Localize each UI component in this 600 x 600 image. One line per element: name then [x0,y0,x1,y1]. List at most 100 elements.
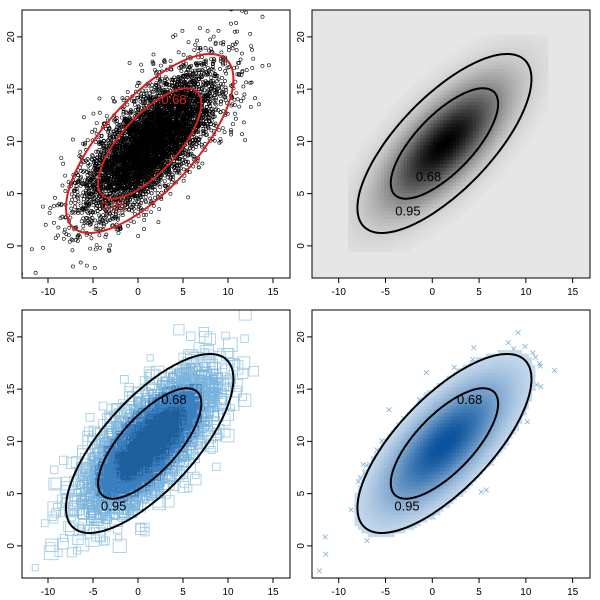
data-point [181,114,186,119]
data-point [89,192,93,197]
data-point [169,78,174,82]
data-point [236,61,240,65]
data-point [159,190,164,195]
data-point [204,94,209,99]
data-point [229,21,233,26]
data-point [132,134,137,139]
data-point [196,122,201,127]
data-point [199,67,204,72]
data-point [135,158,140,163]
data-point [184,148,189,153]
data-point [229,130,234,134]
data-point [215,79,220,83]
data-point [142,101,147,106]
data-point [109,207,114,212]
data-point [107,203,112,208]
data-point [171,101,176,106]
data-point [52,203,56,208]
data-point [241,84,246,89]
data-point [94,223,99,228]
data-point [151,203,156,208]
data-point [184,128,189,133]
data-point [141,175,146,180]
data-point [232,29,237,34]
data-point [121,111,126,116]
data-point [109,200,114,205]
data-point [153,68,157,73]
data-point [101,144,106,149]
data-point [85,169,89,174]
data-point [69,237,74,242]
data-point [189,120,193,125]
data-point [205,132,210,137]
data-point [140,171,145,176]
data-point [197,140,201,145]
data-point [197,26,202,31]
data-point [125,202,130,207]
data-point [123,207,127,212]
data-point [208,37,213,42]
data-point [135,84,139,88]
data-point [193,129,198,134]
data-point [164,99,169,104]
data-point [197,137,202,142]
data-point [189,143,194,147]
data-point [154,88,159,93]
data-point [70,238,75,243]
data-point [52,220,56,225]
data-point [53,195,57,200]
data-point [186,112,191,117]
data-point [164,130,169,135]
data-point [88,222,92,227]
data-point [98,206,102,211]
data-point [63,189,68,193]
data-point [188,117,193,122]
data-point [89,156,94,161]
data-point [140,68,145,73]
data-point [117,187,122,192]
data-point [194,142,199,147]
data-point [144,130,149,134]
data-point [83,141,88,146]
data-point [171,135,176,140]
data-point [234,65,239,70]
data-point [63,173,68,178]
data-point [81,190,86,195]
data-point [176,50,181,55]
data-point [134,180,138,185]
data-point [183,95,188,100]
data-point [66,233,71,238]
data-point [85,201,90,206]
data-point [173,33,178,38]
data-point [178,102,183,106]
data-point [134,124,139,129]
data-point [91,200,96,205]
data-point [226,48,231,53]
data-point [116,172,121,177]
data-point [104,114,109,119]
data-point [193,61,198,66]
data-point [181,178,186,183]
data-point [154,156,159,161]
data-point [111,134,115,139]
data-point [208,89,213,94]
data-point [104,232,109,237]
data-point [167,100,172,105]
data-point [169,180,174,185]
data-point [97,156,102,161]
data-point [106,186,111,191]
data-point [93,140,98,144]
data-point [127,207,131,212]
data-point [197,87,202,92]
data-point [154,134,159,139]
data-point [33,281,36,284]
data-point [81,115,86,120]
data-point [152,179,156,184]
data-point [146,132,151,137]
data-point [156,220,161,225]
data-point [170,150,175,155]
data-point [94,149,99,154]
data-point [111,216,116,221]
data-point [59,202,64,207]
data-point [151,89,156,94]
